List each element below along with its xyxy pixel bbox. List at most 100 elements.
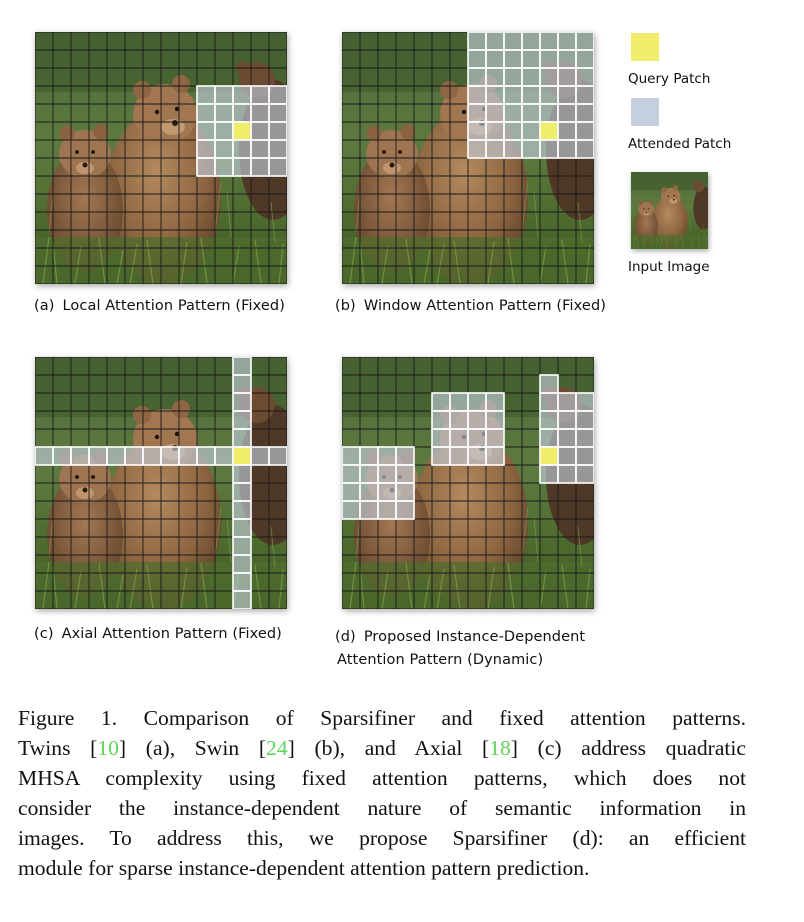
- attended-patch: [232, 357, 252, 376]
- attended-patch: [575, 121, 594, 141]
- citation-18[interactable]: 18: [489, 736, 511, 760]
- attended-patch: [539, 139, 559, 159]
- attended-patch: [431, 428, 451, 448]
- attended-patch: [575, 446, 594, 466]
- figure-caption-line-3: MHSA complexity using fixed attention pa…: [18, 766, 746, 790]
- panel-c-axial-attention: [35, 357, 287, 609]
- attended-patch: [557, 85, 577, 105]
- attended-patch: [503, 49, 523, 69]
- attended-patch: [575, 67, 594, 87]
- attended-patch: [232, 139, 252, 159]
- attended-patch: [449, 428, 469, 448]
- caption-c: (c) Axial Attention Pattern (Fixed): [34, 626, 282, 642]
- attended-patch: [232, 374, 252, 394]
- caption-d: (d) Proposed Instance-Dependent Attention…: [335, 629, 586, 668]
- patch-grid-a: [35, 32, 287, 284]
- attended-patch: [485, 392, 505, 412]
- attended-patch: [232, 590, 252, 609]
- attended-patch: [539, 32, 559, 51]
- citation-24[interactable]: 24: [266, 736, 288, 760]
- attended-patch: [268, 446, 287, 466]
- attended-patch: [503, 32, 523, 51]
- attended-patch: [485, 139, 505, 159]
- attended-patch: [467, 392, 487, 412]
- attended-patch: [214, 103, 234, 123]
- attended-patch: [214, 85, 234, 105]
- attended-patch: [539, 85, 559, 105]
- attended-patch: [232, 392, 252, 412]
- attended-patch: [359, 482, 379, 502]
- attended-patch: [467, 139, 487, 159]
- attended-patch: [359, 464, 379, 484]
- attended-patch: [557, 49, 577, 69]
- attended-patch: [575, 139, 594, 159]
- attended-patch: [503, 139, 523, 159]
- attended-patch: [268, 103, 287, 123]
- attended-patch: [70, 446, 90, 466]
- attended-patch: [575, 85, 594, 105]
- attended-patch: [503, 121, 523, 141]
- attended-patch: [395, 446, 415, 466]
- attended-patch: [485, 410, 505, 430]
- query-patch-swatch: [631, 33, 659, 61]
- figure-caption-line-6: module for sparse instance-dependent att…: [18, 856, 590, 880]
- panel-d-instance-dependent-attention: [342, 357, 594, 609]
- panel-a-local-attention: [35, 32, 287, 284]
- attended-patch: [539, 410, 559, 430]
- attended-patch: [232, 482, 252, 502]
- attended-patch: [377, 500, 397, 520]
- attended-patch: [449, 392, 469, 412]
- attended-patch: [467, 85, 487, 105]
- attended-patch: [557, 32, 577, 51]
- attended-patch: [431, 392, 451, 412]
- attended-patch: [449, 410, 469, 430]
- attended-patch: [521, 32, 541, 51]
- attended-patch: [232, 554, 252, 574]
- attended-patch: [359, 446, 379, 466]
- attended-patch: [539, 67, 559, 87]
- attended-patch: [557, 464, 577, 484]
- patch-grid-b: [342, 32, 594, 284]
- attended-patch: [160, 446, 180, 466]
- attended-patch: [467, 49, 487, 69]
- figure-caption: Figure 1. Comparison of Sparsifiner and …: [18, 703, 746, 883]
- citation-10[interactable]: 10: [97, 736, 119, 760]
- attended-patch: [395, 464, 415, 484]
- attended-patch: [232, 536, 252, 556]
- attended-patch: [268, 139, 287, 159]
- attended-patch: [485, 428, 505, 448]
- input-image-thumbnail: [631, 172, 708, 249]
- attended-patch: [395, 500, 415, 520]
- attended-patch: [232, 85, 252, 105]
- figure-caption-line-1: Figure 1. Comparison of Sparsifiner and …: [18, 706, 746, 730]
- attended-patch: [232, 428, 252, 448]
- attended-patch: [268, 121, 287, 141]
- attended-patch: [268, 85, 287, 105]
- attended-patch-swatch: [631, 98, 659, 126]
- attended-patch: [521, 121, 541, 141]
- patch-grid-d: [342, 357, 594, 609]
- attended-patch: [431, 410, 451, 430]
- attended-patch: [342, 464, 361, 484]
- attended-patch: [467, 410, 487, 430]
- attended-patch: [575, 103, 594, 123]
- attended-patch: [467, 67, 487, 87]
- attended-patch: [521, 49, 541, 69]
- attended-patch: [250, 121, 270, 141]
- attended-patch: [467, 121, 487, 141]
- attended-patch: [485, 446, 505, 466]
- attended-patch: [539, 464, 559, 484]
- attended-patch: [214, 121, 234, 141]
- attended-patch: [395, 482, 415, 502]
- panel-b-window-attention: [342, 32, 594, 284]
- attended-patch: [485, 85, 505, 105]
- figure-caption-line-4: consider the instance-dependent nature o…: [18, 796, 746, 820]
- attended-patch: [250, 85, 270, 105]
- attended-patch: [521, 67, 541, 87]
- attended-patch: [232, 518, 252, 538]
- attended-patch: [377, 482, 397, 502]
- attended-patch: [521, 139, 541, 159]
- attended-patch: [52, 446, 72, 466]
- attended-patch: [503, 67, 523, 87]
- attended-patch: [250, 103, 270, 123]
